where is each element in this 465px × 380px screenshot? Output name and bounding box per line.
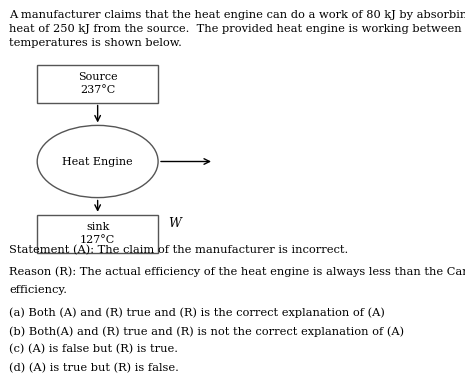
Text: W: W <box>168 217 181 230</box>
Text: (a) Both (A) and (R) true and (R) is the correct explanation of (A): (a) Both (A) and (R) true and (R) is the… <box>9 308 385 318</box>
Text: Source
237°C: Source 237°C <box>78 72 118 95</box>
Text: (c) (A) is false but (R) is true.: (c) (A) is false but (R) is true. <box>9 344 178 355</box>
Text: (b) Both(A) and (R) true and (R) is not the correct explanation of (A): (b) Both(A) and (R) true and (R) is not … <box>9 326 405 337</box>
Bar <box>37 65 158 103</box>
Bar <box>37 215 158 253</box>
Text: efficiency.: efficiency. <box>9 285 67 295</box>
Text: Heat Engine: Heat Engine <box>62 157 133 166</box>
Text: Statement (A): The claim of the manufacturer is incorrect.: Statement (A): The claim of the manufact… <box>9 245 349 255</box>
Text: (d) (A) is true but (R) is false.: (d) (A) is true but (R) is false. <box>9 363 179 373</box>
Text: sink
127°C: sink 127°C <box>80 222 115 245</box>
Text: A manufacturer claims that the heat engine can do a work of 80 kJ by absorbing t: A manufacturer claims that the heat engi… <box>9 10 465 48</box>
Text: Reason (R): The actual efficiency of the heat engine is always less than the Car: Reason (R): The actual efficiency of the… <box>9 266 465 277</box>
Ellipse shape <box>37 125 158 198</box>
